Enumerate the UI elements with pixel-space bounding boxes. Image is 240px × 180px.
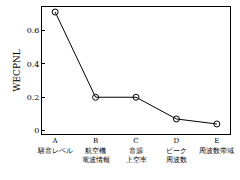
svg-text:0.4: 0.4 (27, 60, 40, 69)
svg-text:Dピーク周波数: Dピーク周波数 (166, 137, 187, 163)
svg-text:E周波数帯域: E周波数帯域 (199, 137, 234, 154)
svg-text:0.6: 0.6 (27, 26, 40, 35)
svg-text:A騒音レベル: A騒音レベル (37, 137, 73, 154)
svg-text:B航空機電波情報: B航空機電波情報 (82, 137, 110, 163)
svg-text:C音源上空率: C音源上空率 (126, 137, 147, 163)
svg-text:0: 0 (34, 126, 39, 135)
svg-text:WECPNL: WECPNL (12, 49, 22, 92)
svg-text:0.2: 0.2 (27, 93, 40, 102)
